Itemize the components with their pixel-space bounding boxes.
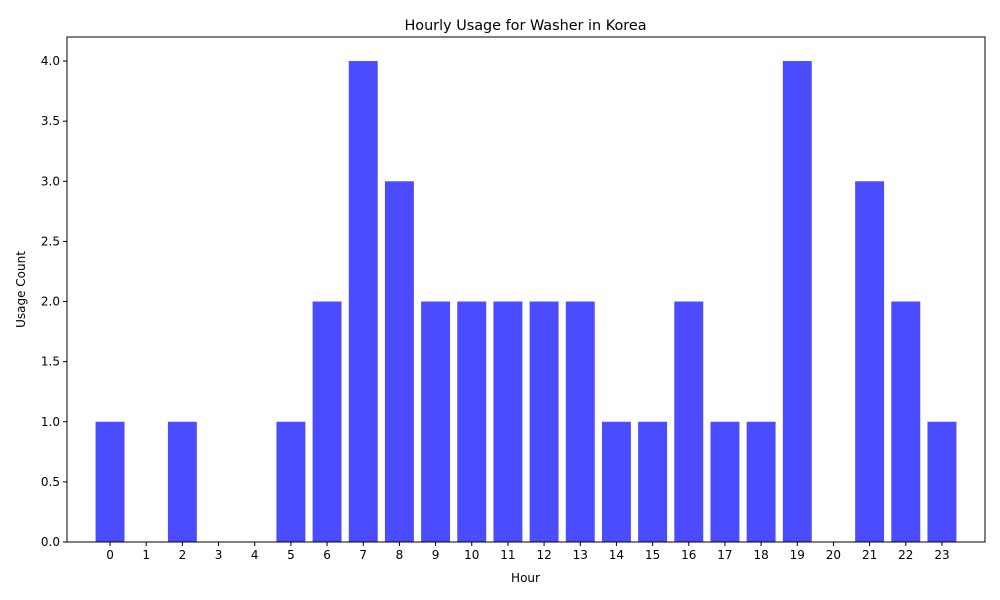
y-tick-label-0.0: 0.0 [41, 535, 60, 549]
x-tick-label-22: 22 [898, 548, 913, 562]
y-tick-label-3.5: 3.5 [41, 114, 60, 128]
y-tick-label-0.5: 0.5 [41, 475, 60, 489]
x-tick-label-17: 17 [717, 548, 732, 562]
y-axis-title: Usage Count [14, 251, 28, 328]
bar-hour-22 [891, 301, 921, 542]
plot-frame [66, 36, 986, 543]
x-tick-label-23: 23 [934, 548, 949, 562]
x-tick-label-6: 6 [323, 548, 331, 562]
y-tick-label-2.5: 2.5 [41, 234, 60, 248]
x-tick-label-19: 19 [790, 548, 805, 562]
bar-hour-13 [565, 301, 595, 542]
bar-hour-2 [167, 421, 197, 542]
plot-area: 0 1 2 3 4 5 6 7 8 9 10 11 12 13 14 15 16 17 18 19 20 21 22 230.… [41, 54, 957, 562]
y-tick-label-1.0: 1.0 [41, 415, 60, 429]
x-tick-label-5: 5 [287, 548, 295, 562]
bar-hour-5 [276, 421, 306, 542]
y-tick-label-3.0: 3.0 [41, 174, 60, 188]
bar-hour-9 [421, 301, 451, 542]
bar-hour-10 [457, 301, 487, 542]
y-tick-label-4.0: 4.0 [41, 54, 60, 68]
y-tick-label-1.5: 1.5 [41, 355, 60, 369]
x-tick-label-21: 21 [862, 548, 877, 562]
x-tick-label-8: 8 [396, 548, 404, 562]
bar-hour-19 [782, 61, 812, 543]
bar-hour-8 [384, 181, 414, 543]
bar-hour-6 [312, 301, 342, 542]
x-tick-label-13: 13 [573, 548, 588, 562]
bar-hour-17 [710, 421, 740, 542]
x-tick-label-18: 18 [753, 548, 768, 562]
bar-hour-14 [601, 421, 631, 542]
bar-hour-21 [855, 181, 885, 543]
bar-hour-11 [493, 301, 523, 542]
chart-title: Hourly Usage for Washer in Korea [404, 18, 646, 34]
x-tick-label-4: 4 [251, 548, 259, 562]
x-tick-label-15: 15 [645, 548, 660, 562]
bar-hour-23 [927, 421, 957, 542]
x-tick-label-12: 12 [536, 548, 551, 562]
x-axis-title: Hour [511, 571, 540, 585]
bar-hour-0 [95, 421, 125, 542]
x-tick-label-7: 7 [359, 548, 367, 562]
x-tick-label-20: 20 [826, 548, 841, 562]
x-tick-label-2: 2 [179, 548, 187, 562]
x-tick-label-10: 10 [464, 548, 479, 562]
y-tick-label-2.0: 2.0 [41, 295, 60, 309]
bar-hour-15 [638, 421, 668, 542]
bar-hour-12 [529, 301, 559, 542]
x-tick-label-16: 16 [681, 548, 696, 562]
x-tick-label-9: 9 [432, 548, 440, 562]
bar-hour-7 [348, 61, 378, 543]
bar-hour-16 [674, 301, 704, 542]
x-tick-label-11: 11 [500, 548, 515, 562]
x-tick-label-14: 14 [609, 548, 624, 562]
x-tick-label-1: 1 [142, 548, 150, 562]
x-tick-label-0: 0 [106, 548, 114, 562]
bar-hour-18 [746, 421, 776, 542]
x-tick-label-3: 3 [215, 548, 223, 562]
